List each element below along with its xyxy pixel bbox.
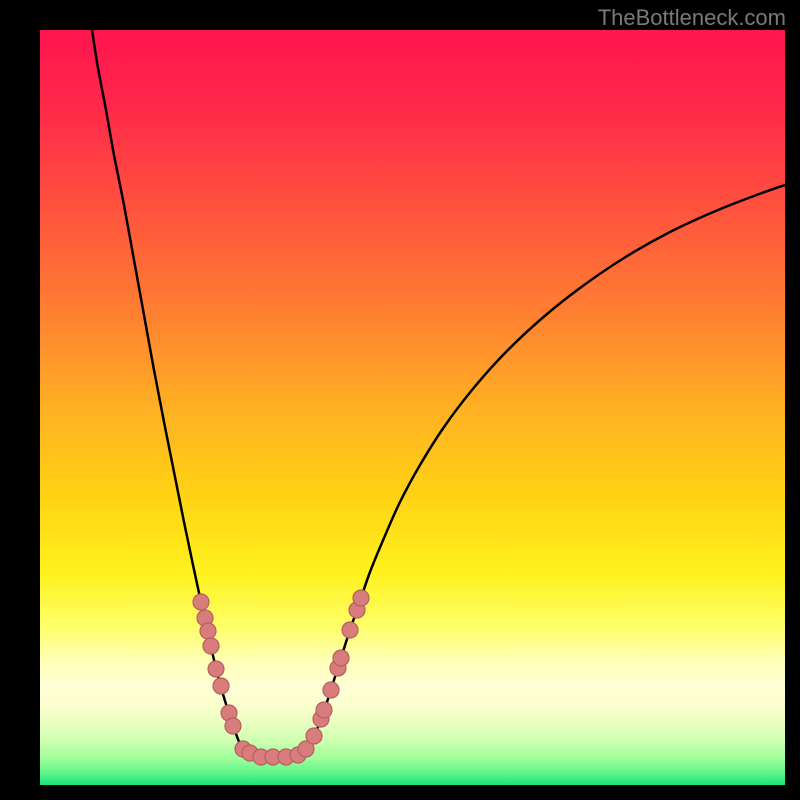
data-marker: [208, 661, 224, 677]
data-marker: [323, 682, 339, 698]
bottleneck-curve: [92, 30, 785, 757]
data-marker: [225, 718, 241, 734]
plot-area: [40, 30, 785, 785]
data-marker: [200, 623, 216, 639]
data-marker: [342, 622, 358, 638]
data-marker: [193, 594, 209, 610]
data-marker: [203, 638, 219, 654]
data-marker: [213, 678, 229, 694]
data-marker: [333, 650, 349, 666]
data-marker: [353, 590, 369, 606]
data-marker: [306, 728, 322, 744]
watermark-text: TheBottleneck.com: [598, 5, 786, 31]
curve-overlay: [40, 30, 785, 785]
data-marker: [316, 702, 332, 718]
chart-stage: TheBottleneck.com: [0, 0, 800, 800]
